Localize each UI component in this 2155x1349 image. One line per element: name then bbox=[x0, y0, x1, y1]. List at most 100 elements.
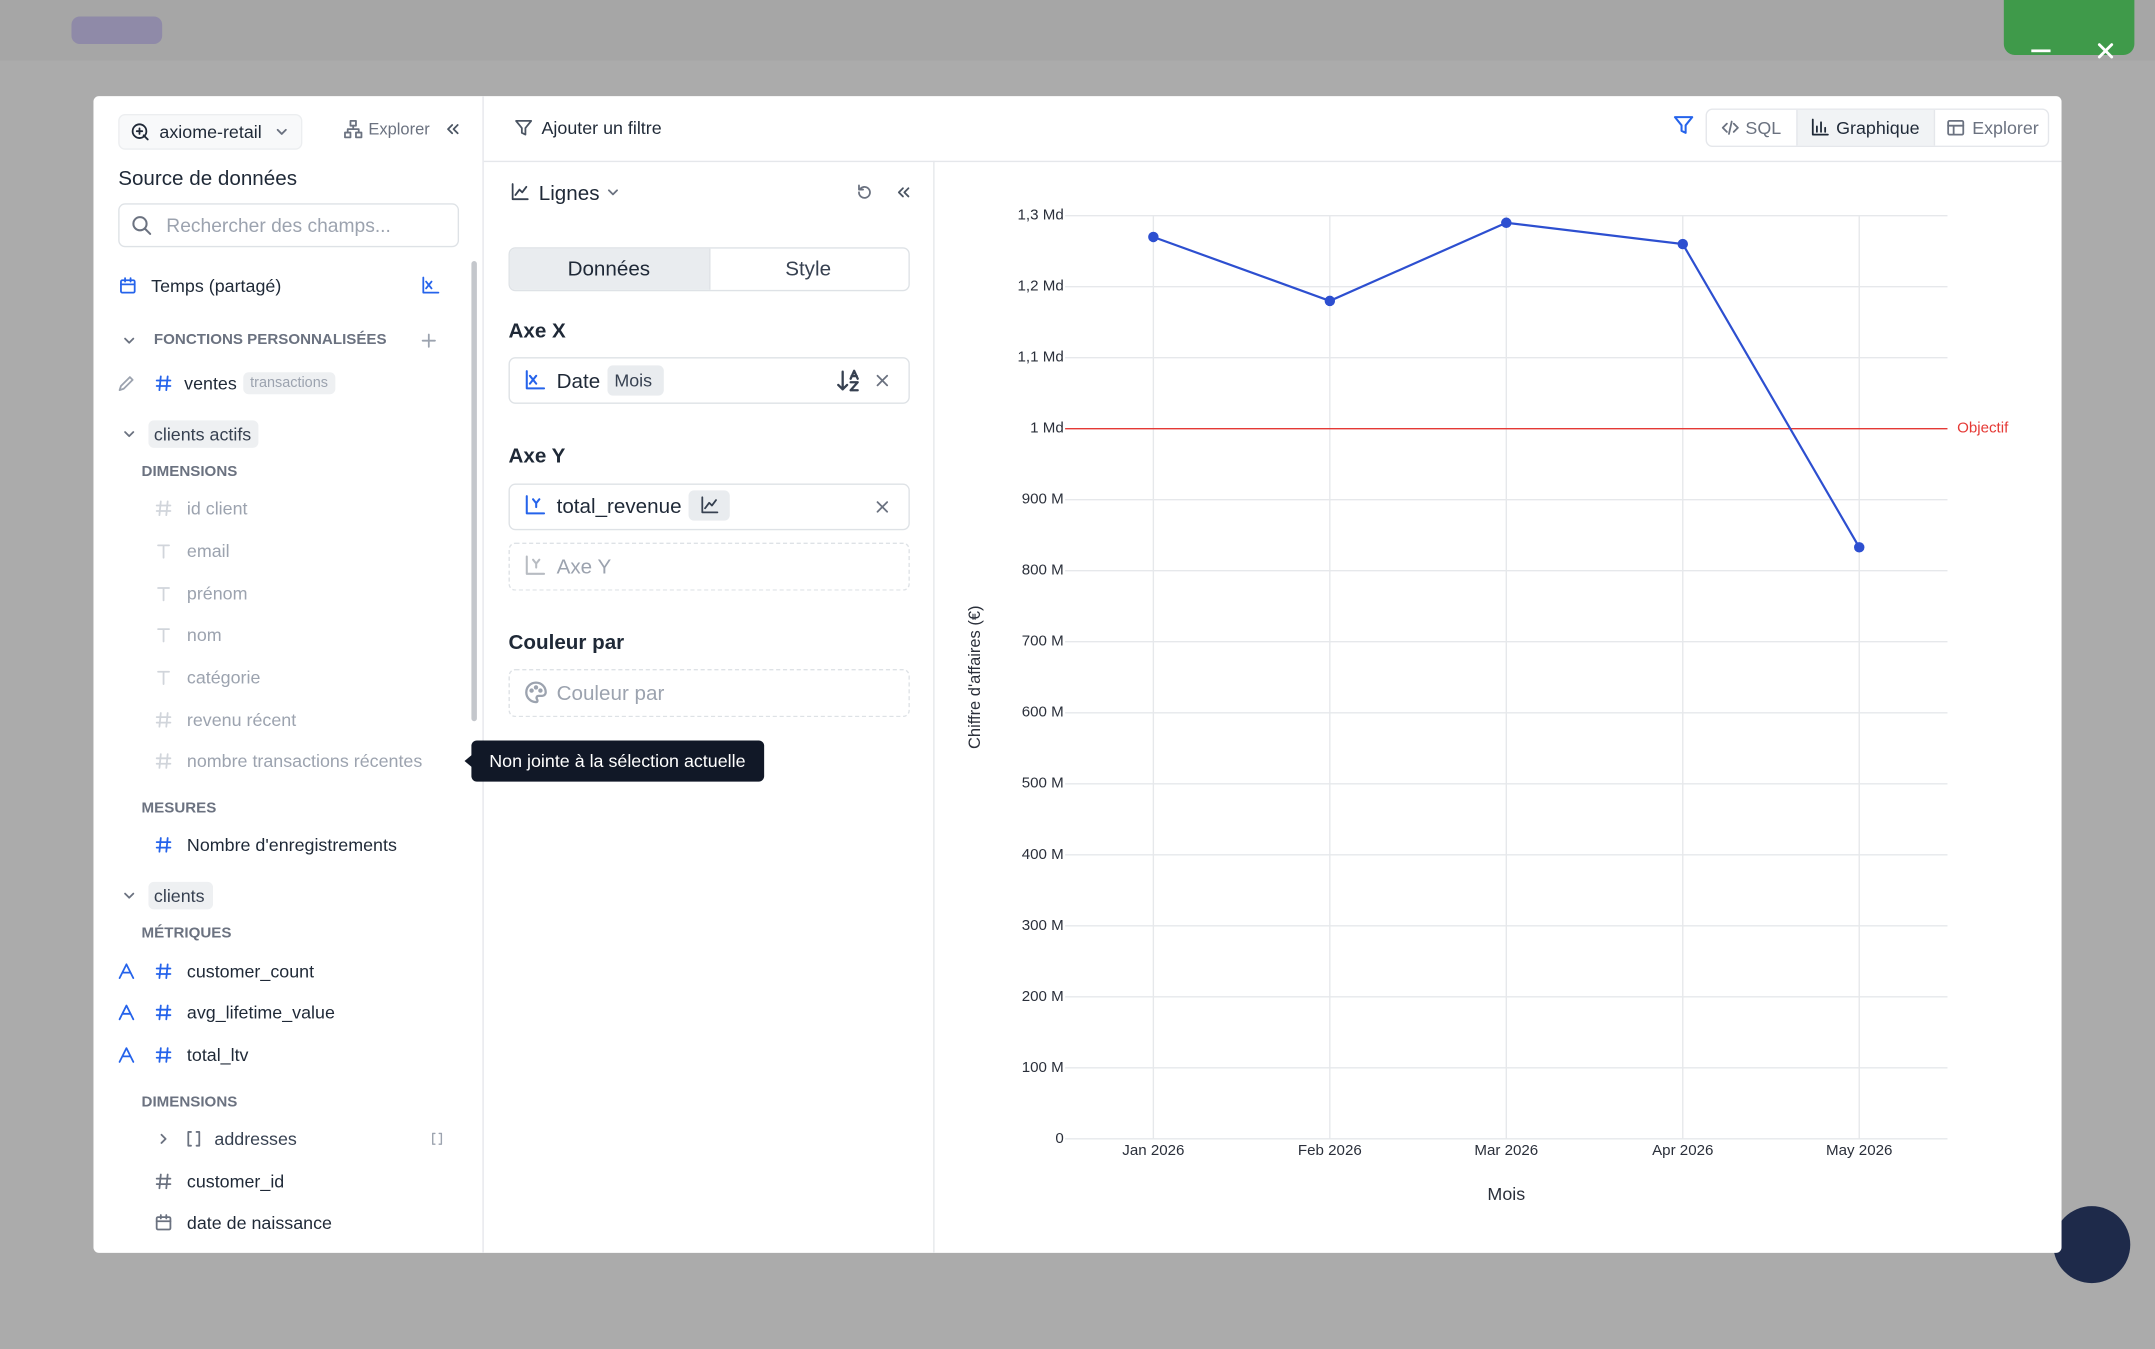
explore-icon[interactable] bbox=[344, 120, 363, 139]
field[interactable]: avg_lifetime_value bbox=[186, 1002, 335, 1023]
tab[interactable]: Style bbox=[785, 257, 832, 281]
tag-bg bbox=[688, 490, 730, 521]
collapse[interactable] bbox=[893, 183, 912, 202]
time-field[interactable]: Temps (partagé) bbox=[151, 275, 282, 297]
sort-icon[interactable] bbox=[836, 368, 861, 393]
line-icon bbox=[510, 183, 529, 202]
chevron bbox=[603, 183, 622, 202]
tab[interactable]: Données bbox=[567, 257, 651, 281]
section-title: MÉTRIQUES bbox=[141, 925, 232, 942]
field[interactable]: Nombre d'enregistrements bbox=[186, 834, 397, 856]
field[interactable]: customer_id bbox=[186, 1171, 285, 1192]
add-icon[interactable] bbox=[419, 331, 438, 350]
sql-tab[interactable]: SQL bbox=[1745, 117, 1782, 139]
field[interactable]: nombre transactions récentes bbox=[186, 750, 423, 772]
grain-tag[interactable]: Mois bbox=[614, 370, 653, 391]
y-axis-icon bbox=[524, 555, 546, 577]
section-label: Axe X bbox=[508, 319, 566, 343]
group-bg bbox=[148, 881, 214, 910]
chevron-right[interactable] bbox=[154, 1129, 173, 1148]
modal bbox=[93, 96, 2062, 1253]
series-type-icon[interactable] bbox=[700, 496, 719, 515]
section-title: DIMENSIONS bbox=[141, 1094, 238, 1111]
group-bg bbox=[148, 420, 259, 448]
minimize-icon[interactable] bbox=[2031, 49, 2051, 53]
calendar-icon bbox=[118, 276, 137, 295]
text-icon bbox=[154, 541, 173, 560]
scrollbar[interactable] bbox=[471, 261, 477, 722]
field: total_revenue bbox=[556, 495, 682, 519]
field[interactable]: id client bbox=[186, 497, 248, 519]
placeholder: Axe Y bbox=[556, 555, 612, 580]
source-select[interactable] bbox=[118, 114, 303, 150]
section-title: DIMENSIONS bbox=[141, 463, 238, 481]
source-name: axiome-retail bbox=[159, 121, 262, 143]
remove-icon[interactable] bbox=[873, 371, 892, 390]
x-axis-icon bbox=[524, 370, 546, 392]
section-label: Couleur par bbox=[508, 631, 625, 655]
field[interactable]: nom bbox=[186, 624, 222, 645]
field[interactable]: prénom bbox=[186, 583, 248, 604]
text-icon bbox=[154, 668, 173, 687]
panel-title: Source de données bbox=[118, 166, 298, 191]
view-selected bbox=[1796, 109, 1936, 146]
group-name[interactable]: clients actifs bbox=[153, 423, 252, 445]
table-tag: transactions bbox=[250, 374, 328, 392]
metric-icon bbox=[117, 1003, 136, 1022]
chevron[interactable] bbox=[120, 424, 139, 443]
search-placeholder: Rechercher des champs... bbox=[166, 214, 391, 237]
field[interactable]: date de naissance bbox=[186, 1212, 332, 1233]
drop-slot[interactable] bbox=[508, 542, 910, 591]
field[interactable]: email bbox=[186, 540, 230, 562]
field-slot[interactable] bbox=[508, 357, 910, 404]
placeholder: Couleur par bbox=[556, 682, 665, 706]
tooltip bbox=[471, 740, 765, 782]
help-bubble[interactable] bbox=[2053, 1206, 2131, 1284]
collapse[interactable] bbox=[443, 120, 462, 139]
x-axis-icon[interactable] bbox=[421, 276, 440, 295]
section-label: Axe Y bbox=[508, 444, 566, 468]
filter-icon[interactable] bbox=[514, 118, 533, 137]
number-icon bbox=[154, 499, 173, 518]
field[interactable]: ventes bbox=[184, 372, 237, 394]
reset-icon[interactable] bbox=[855, 183, 874, 202]
app-logo bbox=[71, 16, 163, 44]
close-icon[interactable] bbox=[2093, 38, 2118, 63]
source-icon bbox=[131, 122, 150, 141]
search-icon bbox=[131, 214, 153, 236]
app-header bbox=[0, 0, 2155, 61]
calendar-icon bbox=[154, 1213, 173, 1232]
field[interactable]: revenu récent bbox=[186, 709, 297, 731]
text-icon bbox=[154, 625, 173, 644]
edit-icon[interactable] bbox=[117, 374, 136, 393]
tag-bg bbox=[243, 372, 336, 395]
remove-icon[interactable] bbox=[873, 497, 892, 516]
chart-type[interactable]: Lignes bbox=[538, 182, 600, 206]
drop-slot[interactable] bbox=[508, 669, 910, 718]
number-icon bbox=[154, 1045, 173, 1064]
chevron[interactable] bbox=[120, 886, 139, 905]
chart-tab[interactable]: Graphique bbox=[1836, 117, 1920, 139]
search-input[interactable] bbox=[118, 203, 460, 248]
divider bbox=[933, 160, 935, 1253]
number-icon bbox=[154, 374, 173, 393]
explore-tab[interactable]: Explorer bbox=[1972, 117, 2039, 139]
number-icon bbox=[154, 1003, 173, 1022]
field[interactable]: customer_count bbox=[186, 960, 315, 982]
section-title: FONCTIONS PERSONNALISÉES bbox=[153, 331, 387, 349]
divider bbox=[482, 96, 484, 1253]
field[interactable]: addresses bbox=[214, 1128, 297, 1150]
array-icon bbox=[184, 1129, 203, 1148]
filter-toggle[interactable] bbox=[1673, 114, 1695, 136]
number-icon bbox=[154, 710, 173, 729]
app-button[interactable] bbox=[2003, 0, 2135, 55]
field[interactable]: total_ltv bbox=[186, 1044, 249, 1066]
field[interactable]: catégorie bbox=[186, 666, 261, 688]
chart-icon bbox=[1810, 118, 1829, 137]
explore-link[interactable]: Explorer bbox=[368, 119, 430, 139]
chevron[interactable] bbox=[120, 331, 139, 350]
group-name[interactable]: clients bbox=[153, 885, 205, 906]
tab-selected bbox=[509, 248, 711, 290]
add-filter[interactable]: Ajouter un filtre bbox=[541, 117, 662, 139]
field: Date bbox=[556, 370, 601, 394]
